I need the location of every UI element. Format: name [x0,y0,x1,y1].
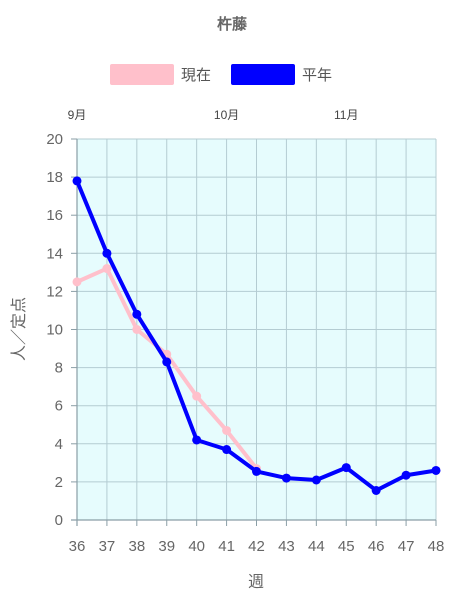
grid [76,138,437,521]
x-tick-labels: 36 37 38 39 40 41 42 43 44 45 46 47 48 [69,538,445,555]
legend-swatch-normal [231,64,295,85]
data-point-normal[interactable] [162,357,172,367]
x-tick-label: 40 [188,538,205,555]
x-tick-label: 47 [398,538,415,555]
data-point-normal[interactable] [341,463,351,473]
x-tick-label: 38 [128,538,145,555]
data-point-normal[interactable] [401,470,411,480]
y-tick-label: 2 [55,474,63,491]
y-tick-label: 20 [46,131,63,148]
data-point-normal[interactable] [431,465,441,475]
x-tick-label: 45 [338,538,355,555]
y-tick-label: 14 [46,245,63,262]
y-tick-label: 8 [55,360,63,377]
data-point-normal[interactable] [222,445,232,455]
y-tick-label: 10 [46,322,63,339]
x-tick-label: 43 [278,538,295,555]
x-tick-label: 42 [248,538,265,555]
y-axis-label: 人／定点 [10,297,28,361]
legend: 現在 平年 [110,64,332,85]
month-label: 10月 [214,108,239,122]
y-tick-label: 18 [46,169,63,186]
y-tick-label: 0 [55,512,63,529]
data-point-normal[interactable] [371,485,381,495]
x-tick-label: 36 [69,538,86,555]
legend-swatch-current [110,64,174,85]
legend-label-current: 現在 [181,67,211,84]
month-label: 11月 [334,108,358,122]
data-point-normal[interactable] [72,176,82,186]
data-point-current[interactable] [72,277,82,287]
month-label: 9月 [68,108,87,122]
data-point-normal[interactable] [192,435,202,445]
month-labels: 9月 10月 11月 [68,108,359,122]
chart-title: 杵藤 [217,15,248,33]
y-tick-label: 12 [46,283,63,300]
legend-label-normal: 平年 [302,67,332,84]
data-point-normal[interactable] [102,248,112,258]
data-point-current[interactable] [222,425,232,435]
axes [71,138,437,526]
series-normal [72,176,441,495]
y-tick-label: 16 [46,207,63,224]
legend-item-normal[interactable]: 平年 [231,64,332,85]
data-point-normal[interactable] [311,475,321,485]
x-tick-label: 46 [368,538,385,555]
data-point-normal[interactable] [281,473,291,483]
x-tick-label: 44 [308,538,325,555]
data-point-normal[interactable] [252,466,261,476]
x-axis-label: 週 [248,573,264,591]
data-point-current[interactable] [192,391,202,401]
x-tick-label: 48 [428,538,445,555]
x-tick-label: 41 [218,538,235,555]
legend-item-current[interactable]: 現在 [110,64,211,85]
y-tick-label: 4 [55,436,63,453]
data-point-normal[interactable] [132,309,142,319]
x-tick-label: 39 [158,538,175,555]
x-tick-label: 37 [99,538,116,555]
data-point-current[interactable] [132,325,142,334]
series [72,176,441,495]
y-tick-label: 6 [55,398,63,415]
y-tick-labels: 0 2 4 6 8 10 12 14 16 18 20 [46,131,63,529]
data-point-current[interactable] [102,264,112,274]
